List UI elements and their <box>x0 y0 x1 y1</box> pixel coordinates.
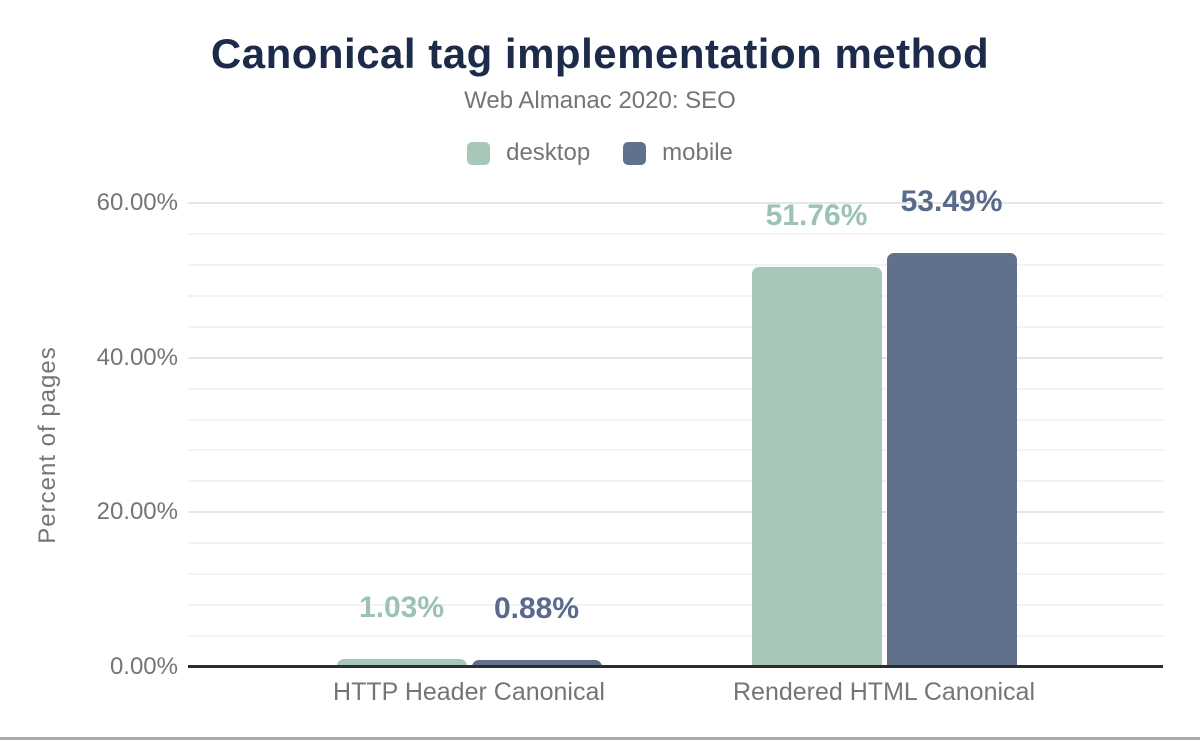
minor-gridline-12 <box>188 573 1163 576</box>
minor-gridline-44 <box>188 325 1163 328</box>
x-category-label-0: HTTP Header Canonical <box>333 678 605 706</box>
legend: desktop mobile <box>0 139 1200 167</box>
minor-gridline-28 <box>188 449 1163 452</box>
minor-gridline-32 <box>188 418 1163 421</box>
legend-swatch-mobile <box>623 141 647 165</box>
data-label-mobile-1: 53.49% <box>900 185 1003 218</box>
bar-mobile-0 <box>471 660 602 667</box>
data-label-desktop-0: 1.03% <box>358 591 445 624</box>
data-label-desktop-1: 51.76% <box>765 199 868 232</box>
x-axis-line <box>188 665 1163 668</box>
data-label-mobile-0: 0.88% <box>493 592 580 625</box>
x-category-label-1: Rendered HTML Canonical <box>732 678 1036 706</box>
bar-desktop-1 <box>751 267 882 667</box>
legend-item-desktop: desktop <box>467 141 590 165</box>
bar-mobile-1 <box>886 253 1017 667</box>
minor-gridline-16 <box>188 542 1163 545</box>
bottom-border-bar <box>0 737 1200 740</box>
plot-area: 1.03% 51.76% 0.88% 53.49% <box>188 187 1163 668</box>
y-tick-label-0: 0.00% <box>109 653 178 680</box>
minor-gridline-48 <box>188 294 1163 297</box>
major-gridline-40 <box>188 356 1163 359</box>
bar-desktop-0 <box>336 659 467 667</box>
legend-label-mobile: mobile <box>662 139 733 166</box>
chart-subtitle: Web Almanac 2020: SEO <box>464 87 736 114</box>
y-tick-label-60: 60.00% <box>96 189 178 216</box>
minor-gridline-56 <box>188 232 1163 235</box>
y-axis-title: Percent of pages <box>34 346 61 544</box>
legend-item-mobile: mobile <box>623 141 733 165</box>
minor-gridline-8 <box>188 604 1163 607</box>
legend-swatch-desktop <box>467 141 491 165</box>
minor-gridline-52 <box>188 263 1163 266</box>
minor-gridline-36 <box>188 387 1163 390</box>
y-tick-label-20: 20.00% <box>96 498 178 526</box>
minor-gridline-4 <box>188 635 1163 638</box>
chart-title: Canonical tag implementation method <box>210 30 990 77</box>
major-gridline-20 <box>188 511 1163 514</box>
major-gridline-60 <box>188 202 1163 204</box>
y-tick-label-40: 40.00% <box>96 343 178 371</box>
legend-label-desktop: desktop <box>506 139 591 166</box>
minor-gridline-24 <box>188 480 1163 483</box>
